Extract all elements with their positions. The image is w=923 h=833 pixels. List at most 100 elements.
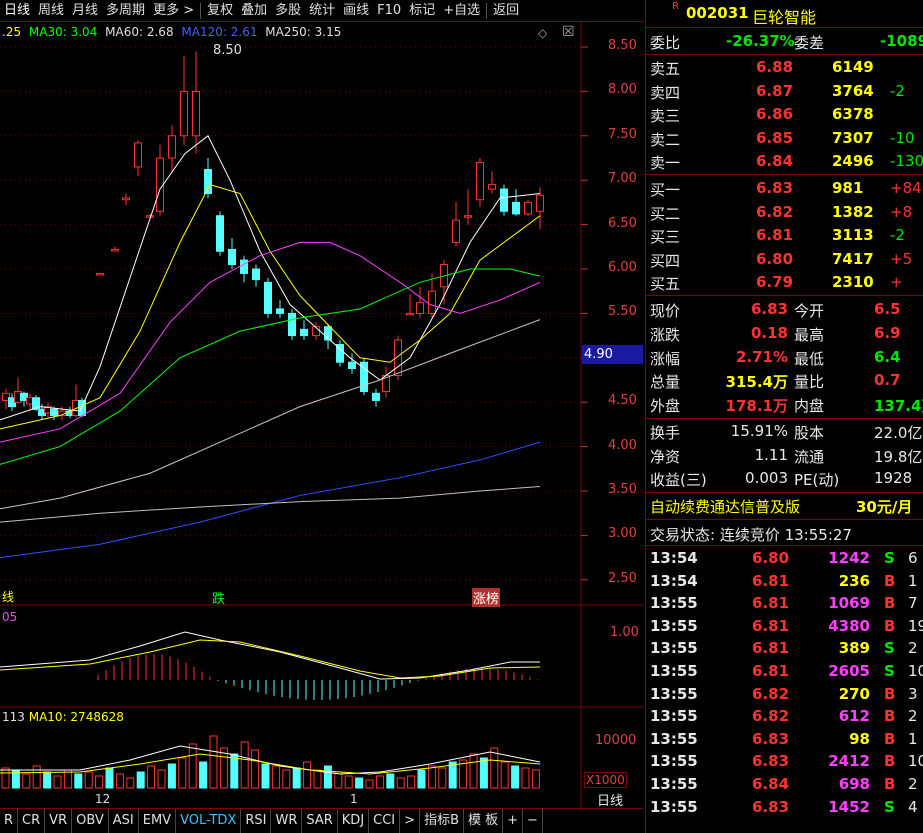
volume-bar	[344, 775, 353, 789]
indicator-tab[interactable]: 模 板	[464, 809, 504, 833]
volume-bar	[188, 743, 197, 789]
book-change: -2	[890, 226, 905, 245]
indicator-tab[interactable]: R	[0, 809, 19, 833]
ma-line	[0, 319, 541, 510]
volume-bar	[261, 763, 270, 789]
toolbar-item[interactable]: 复权	[207, 2, 234, 18]
toolbar-separator	[200, 2, 202, 19]
volume-bar	[1, 767, 10, 789]
indicator-tab[interactable]: CCI	[369, 809, 401, 833]
toolbar-item[interactable]: 月线	[72, 2, 99, 18]
fin-row: 换手 15.91% 股本 22.0亿	[646, 420, 923, 443]
tick-price: 6.81	[752, 639, 790, 658]
book-row[interactable]: 卖二 6.85 7307 -10	[646, 127, 923, 150]
volume-bar	[95, 775, 104, 789]
book-row[interactable]: 买五 6.79 2310 +	[646, 271, 923, 294]
book-row[interactable]: 卖五 6.88 6149	[646, 56, 923, 79]
book-volume: 2310	[832, 273, 874, 292]
tick-side: B	[884, 752, 896, 771]
book-row[interactable]: 买一 6.83 981 +84	[646, 177, 923, 200]
book-volume: 2496	[832, 152, 874, 171]
toolbar-item[interactable]: 画线	[343, 2, 370, 18]
stat-value: 6.4	[874, 347, 901, 366]
toolbar-item[interactable]: 统计	[309, 2, 336, 18]
toolbar-item[interactable]: 多周期	[106, 2, 146, 18]
book-change: +	[890, 273, 903, 292]
indicator-tab[interactable]: −	[523, 809, 543, 833]
book-row[interactable]: 买二 6.82 1382 +8	[646, 201, 923, 224]
book-price: 6.84	[756, 152, 794, 171]
book-volume: 6149	[832, 58, 874, 76]
book-level-label: 买一	[650, 181, 681, 199]
diamond-icon[interactable]: ◇	[538, 26, 548, 40]
fin-value: 22.0亿	[874, 424, 923, 442]
stat-value: 0.18	[750, 323, 788, 342]
indicator-tab[interactable]: VR	[45, 809, 73, 833]
candle-body	[122, 197, 130, 201]
volume-bar	[53, 775, 62, 789]
fin-row: 净资 1.11 流通 19.8亿	[646, 444, 923, 467]
fin-label: 流通	[794, 447, 825, 466]
indicator-tab[interactable]: WR	[271, 809, 303, 833]
tick-count: 2	[908, 707, 918, 726]
candle-body	[134, 142, 142, 168]
book-row[interactable]: 买四 6.80 7417 +5	[646, 248, 923, 271]
book-row[interactable]: 卖一 6.84 2496 -130	[646, 150, 923, 173]
candle-body	[2, 392, 10, 401]
toolbar-item[interactable]: 返回	[493, 2, 520, 18]
indicator-tab[interactable]: 指标B	[420, 809, 464, 833]
volume-bar	[427, 765, 436, 789]
toolbar-item[interactable]: 标记	[409, 2, 436, 18]
ma-line	[0, 486, 541, 523]
book-volume: 3764	[832, 81, 874, 100]
ad-banner[interactable]: 自动续费通达信普及版 30元/月	[646, 494, 923, 518]
volume-bar	[365, 779, 374, 789]
toolbar-item[interactable]: 周线	[38, 2, 65, 18]
candle-body	[324, 326, 332, 341]
fin-label: PE(动)	[794, 471, 840, 489]
indicator-tab[interactable]: EMV	[139, 809, 177, 833]
indicator-tab[interactable]: ASI	[109, 809, 139, 833]
indicator-tab[interactable]: +	[503, 809, 524, 833]
book-price: 6.80	[756, 249, 794, 268]
indicator-tab[interactable]: OBV	[72, 809, 109, 833]
toolbar-item[interactable]: F10	[377, 2, 402, 18]
volume-bar	[209, 735, 218, 789]
indicator-tab[interactable]: >	[400, 809, 421, 833]
book-row[interactable]: 卖三 6.86 6378	[646, 103, 923, 126]
tick-count: 19	[908, 616, 923, 635]
price-axis-label: 3.00	[608, 526, 637, 542]
candle-body	[488, 184, 496, 190]
volume-bar	[511, 765, 520, 789]
indicator-tab[interactable]: RSI	[241, 809, 272, 833]
tick-side: B	[884, 594, 896, 613]
ma120-value: MA120: 2.61	[181, 25, 258, 39]
tick-count: 7	[908, 594, 918, 613]
book-level-label: 买三	[650, 228, 681, 247]
toolbar-item[interactable]: 日线	[4, 2, 31, 18]
tick-price: 6.81	[752, 616, 790, 635]
tick-count: 3	[908, 684, 918, 703]
book-row[interactable]: 卖四 6.87 3764 -2	[646, 80, 923, 103]
toolbar-item[interactable]: +自选	[443, 2, 481, 18]
indicator-tab[interactable]: SAR	[302, 809, 338, 833]
fin-value: 0.003	[745, 469, 788, 487]
toolbar-item[interactable]: 多股	[275, 2, 302, 18]
volume-bar	[438, 767, 447, 789]
stat-value: 0.7	[874, 371, 901, 390]
stat-value: 2.71%	[735, 347, 788, 366]
book-row[interactable]: 买三 6.81 3113 -2	[646, 224, 923, 247]
close-icon[interactable]: ☒	[562, 24, 575, 40]
candle-body	[360, 361, 368, 393]
tick-price: 6.81	[752, 662, 790, 680]
candle-body	[156, 157, 164, 212]
indicator-tab[interactable]: CR	[18, 809, 46, 833]
volume-bar	[386, 773, 395, 789]
indicator-tab[interactable]: VOL-TDX	[176, 809, 242, 833]
toolbar-item[interactable]: 更多 >	[153, 2, 195, 18]
weibi-label: 委比	[650, 34, 681, 52]
candle-body	[192, 90, 200, 137]
kline-chart[interactable]: .25 MA30: 3.04 MA60: 2.68 MA120: 2.61 MA…	[0, 22, 643, 809]
toolbar-item[interactable]: 叠加	[241, 2, 268, 18]
indicator-tab[interactable]: KDJ	[338, 809, 370, 833]
